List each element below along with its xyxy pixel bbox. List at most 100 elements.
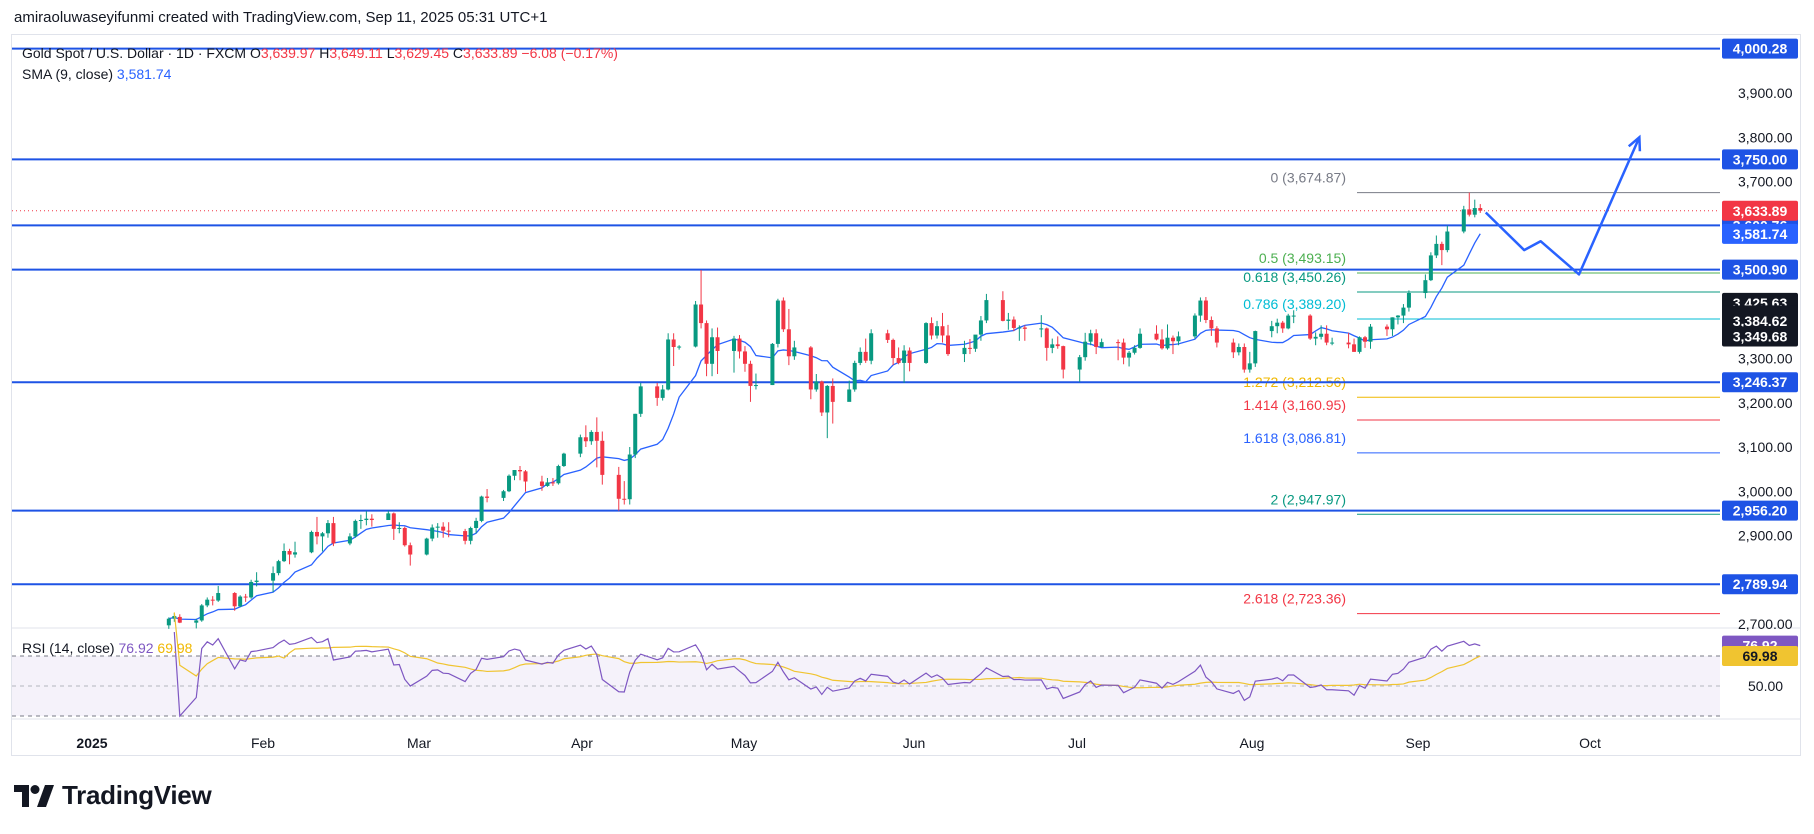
level-price-tag: 3,500.90: [1722, 259, 1798, 280]
candle-body: [814, 381, 819, 390]
candle-body: [1077, 357, 1082, 370]
price-tag-box: [1722, 372, 1798, 393]
candle: [1231, 338, 1236, 359]
price-tag-box: [1722, 500, 1798, 521]
candle: [583, 425, 588, 447]
candle: [1077, 354, 1082, 382]
candle-body: [1478, 208, 1483, 211]
x-axis-label: 2025: [76, 735, 107, 751]
candle: [984, 293, 989, 324]
candle-body: [616, 474, 621, 499]
candle-body: [907, 350, 912, 363]
candle-body: [770, 343, 775, 386]
y-axis-tick-label: 2,900.00: [1738, 528, 1793, 544]
price-tag-text: 3,633.89: [1733, 203, 1788, 219]
candle: [314, 516, 319, 545]
candle: [424, 537, 429, 556]
candle-body: [501, 491, 506, 498]
candle-body: [1231, 342, 1236, 353]
candle-body: [1165, 337, 1170, 349]
candle: [320, 531, 325, 552]
level-price-tag: 3,750.00: [1722, 149, 1798, 170]
candle: [441, 522, 446, 538]
candle: [1406, 290, 1411, 312]
candle: [704, 320, 709, 377]
y-axis-tick-label: 3,100.00: [1738, 439, 1793, 455]
open-label: O: [249, 45, 261, 61]
high-value: 3,649.11: [329, 45, 383, 61]
candle-body: [512, 470, 517, 476]
candle: [1280, 320, 1285, 333]
level-price-tag: 2,789.94: [1722, 574, 1798, 595]
candle: [929, 317, 934, 340]
candle: [852, 360, 857, 392]
candle: [737, 335, 742, 359]
candle: [325, 520, 330, 538]
candle: [1138, 328, 1143, 349]
candle: [1346, 332, 1351, 349]
candle: [627, 447, 632, 505]
candle-body: [1401, 307, 1406, 316]
candle: [550, 477, 555, 486]
candle: [967, 339, 972, 355]
candle: [808, 346, 813, 400]
candle: [386, 510, 391, 521]
candle-body: [935, 326, 940, 336]
rsi-band: [12, 656, 1720, 716]
candle-body: [1467, 209, 1472, 215]
candle-body: [1094, 333, 1099, 347]
candle: [1368, 323, 1373, 349]
candle: [1253, 330, 1258, 367]
candle: [556, 464, 561, 485]
tradingview-logo[interactable]: TradingView: [14, 780, 212, 811]
candle: [616, 466, 621, 511]
high-label: H: [319, 45, 330, 61]
candle-body: [1384, 326, 1389, 330]
candle-body: [408, 545, 413, 555]
candle-body: [891, 339, 896, 359]
candle: [1083, 332, 1088, 361]
candle: [1017, 325, 1022, 341]
x-axis-label: May: [731, 735, 757, 751]
candle-body: [896, 358, 901, 363]
candle-body: [1242, 346, 1247, 370]
candle-body: [732, 338, 736, 351]
candle-body: [369, 518, 374, 521]
candle: [742, 346, 747, 372]
sma-value: 3,581.74: [116, 66, 172, 82]
y-axis-tick-label: 3,200.00: [1738, 395, 1793, 411]
candle-body: [468, 527, 473, 541]
candle-body: [677, 346, 682, 348]
sma-price-tag: 3,581.74: [1722, 223, 1798, 244]
candle-body: [1011, 319, 1016, 328]
candle-body: [753, 385, 758, 387]
candle: [1357, 336, 1362, 354]
rsi-axis-tick-label: 50.00: [1748, 678, 1783, 694]
price-tag-text: 3,384.62: [1733, 313, 1788, 329]
fib-level-label: 2 (2,947.97): [1271, 491, 1347, 507]
candle: [1116, 339, 1121, 361]
candle-body: [177, 616, 182, 623]
low-value: 3,629.45: [394, 45, 450, 61]
candle-body: [1308, 315, 1313, 339]
dark-price-tag: 3,349.68: [1722, 326, 1798, 347]
candle: [786, 308, 791, 366]
candle-body: [550, 482, 555, 484]
candle: [1269, 320, 1274, 338]
candle-body: [666, 339, 671, 390]
candle-body: [232, 593, 237, 607]
candle-body: [1198, 300, 1203, 316]
candle: [1236, 343, 1241, 356]
candle-body: [808, 347, 813, 390]
candle: [830, 378, 835, 424]
candle-body: [1192, 315, 1197, 337]
price-tag-box: [1722, 38, 1798, 59]
candle-body: [600, 440, 605, 475]
candle: [249, 579, 254, 599]
price-tag-box: [1722, 200, 1798, 221]
candle-body: [748, 363, 753, 386]
candle: [1022, 325, 1027, 341]
candle-body: [485, 496, 490, 498]
candle-body: [940, 326, 945, 336]
